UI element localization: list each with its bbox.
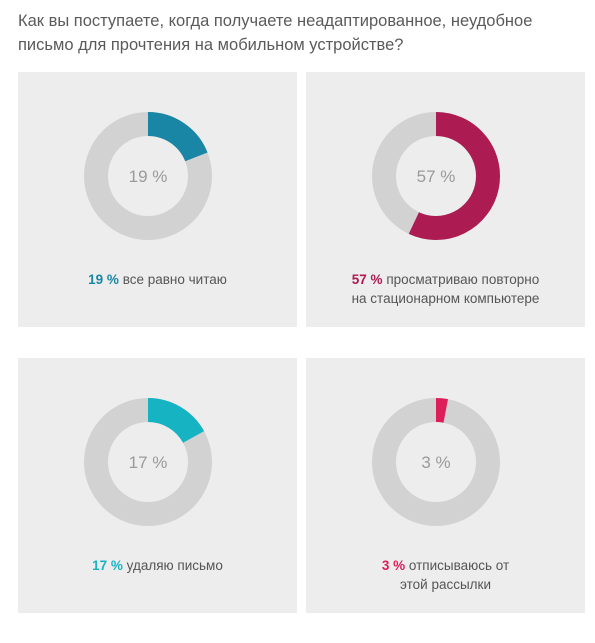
caption-text-line-1: просматриваю повторно bbox=[386, 272, 540, 287]
caption-text-line-2: на стационарном компьютере bbox=[351, 291, 540, 306]
donut-value-slice bbox=[435, 398, 448, 423]
donut-chart: 57 % bbox=[372, 112, 500, 240]
donut-center-label: 19 % bbox=[129, 167, 168, 186]
donut-center-label: 17 % bbox=[129, 453, 168, 472]
caption-percent: 3 % bbox=[381, 558, 406, 573]
donut-caption: 17 % удаляю письмо bbox=[18, 556, 297, 575]
donut-center-label: 3 % bbox=[421, 453, 450, 472]
donut-caption: 3 % отписываюсь от этой рассылки bbox=[306, 556, 585, 594]
caption-text-line-1: удаляю письмо bbox=[126, 558, 223, 573]
caption-percent: 17 % bbox=[92, 558, 123, 573]
donut-card-delete-email: 17 % 17 % удаляю письмо bbox=[18, 358, 297, 613]
caption-text-line-1: все равно читаю bbox=[122, 272, 227, 287]
caption-text-line-2: этой рассылки bbox=[400, 577, 491, 592]
donut-center-label: 57 % bbox=[417, 167, 456, 186]
caption-text-line-1: отписываюсь от bbox=[408, 558, 510, 573]
donut-value-slice bbox=[408, 112, 500, 240]
donut-chart: 19 % bbox=[84, 112, 212, 240]
donut-card-view-on-desktop: 57 % 57 % просматриваю повторно на стаци… bbox=[306, 72, 585, 327]
donut-chart: 17 % bbox=[84, 398, 212, 526]
caption-percent: 57 % bbox=[351, 272, 383, 287]
donut-card-unsubscribe: 3 % 3 % отписываюсь от этой рассылки bbox=[306, 358, 585, 613]
donut-caption: 57 % просматриваю повторно на стационарн… bbox=[306, 270, 585, 308]
donut-chart: 3 % bbox=[372, 398, 500, 526]
caption-percent: 19 % bbox=[88, 272, 119, 287]
chart-title: Как вы поступаете, когда получаете неада… bbox=[18, 12, 533, 54]
donut-caption: 19 % все равно читаю bbox=[18, 270, 297, 289]
donut-value-slice bbox=[147, 398, 205, 444]
donut-card-read-anyway: 19 % 19 % все равно читаю bbox=[18, 72, 297, 327]
donut-value-slice bbox=[147, 112, 208, 162]
